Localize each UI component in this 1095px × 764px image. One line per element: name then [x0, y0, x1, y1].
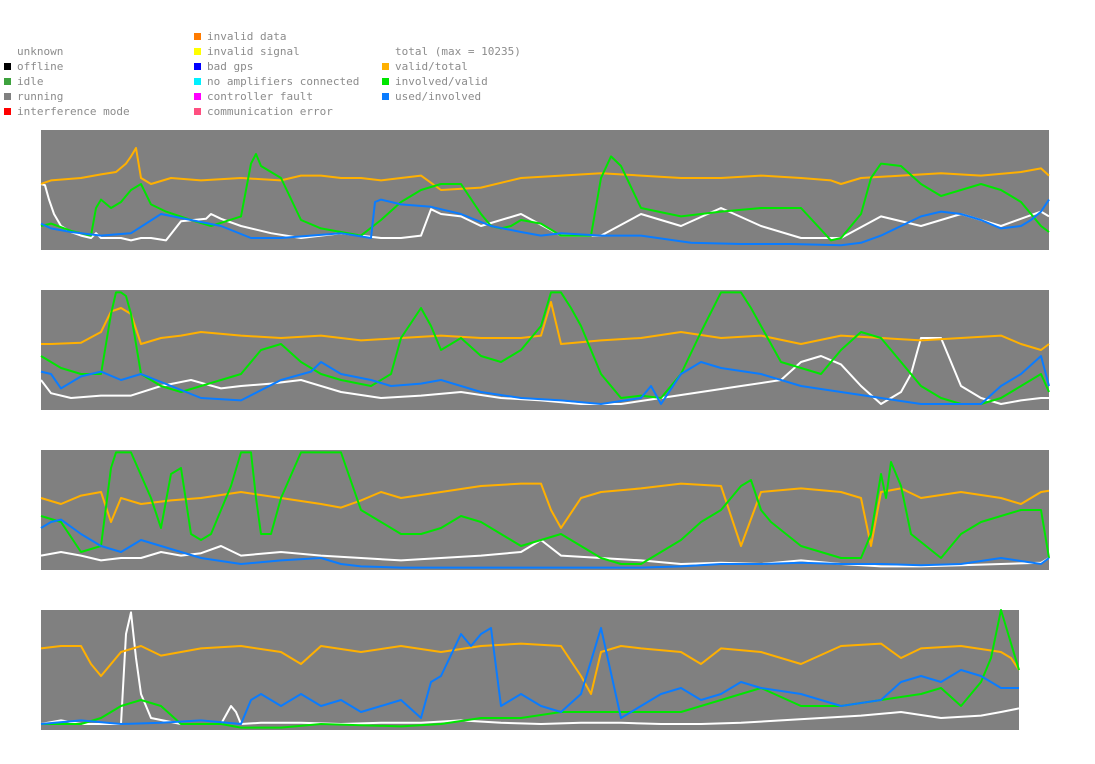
legend-label: used/involved: [395, 90, 482, 103]
chart-panel-1: [40, 130, 1050, 250]
chart-background: [41, 450, 1049, 570]
legend-swatch: [194, 48, 201, 55]
legend-swatch: [4, 63, 11, 70]
legend-label: no amplifiers connected: [207, 75, 360, 88]
chart-background: [41, 130, 1049, 250]
legend-label: bad gps: [207, 60, 254, 73]
legend-label: involved/valid: [395, 75, 488, 88]
legend-label: invalid signal: [207, 45, 300, 58]
legend-label: total (max = 10235): [395, 45, 521, 58]
series-line-involved-valid: [40, 291, 1050, 405]
legend-swatch: [194, 93, 201, 100]
legend-swatch: [382, 93, 389, 100]
legend-swatch: [194, 63, 201, 70]
legend-swatch: [382, 78, 389, 85]
series-line-valid-total: [40, 147, 1050, 191]
series-line-valid-total: [41, 301, 1050, 351]
series-line-used-involved: [40, 198, 1050, 247]
legend-swatch: [382, 63, 389, 70]
chart-background: [41, 610, 1019, 730]
chart-background: [41, 290, 1049, 410]
legend-swatch: [4, 78, 11, 85]
chart-panel-4: [40, 609, 1020, 730]
legend-label: controller fault: [207, 90, 313, 103]
series-line-used-involved: [40, 355, 1050, 405]
legend-swatch: [194, 33, 201, 40]
legend-swatch: [4, 108, 11, 115]
legend-swatch: [194, 108, 201, 115]
series-line-involved-valid: [40, 153, 1050, 242]
series-line-total: [40, 337, 1049, 405]
series-line-valid-total: [40, 642, 1020, 695]
legend-swatch: [194, 78, 201, 85]
legend-label: communication error: [207, 105, 333, 118]
legend-swatch: [4, 93, 11, 100]
legend-label: interference mode: [17, 105, 130, 118]
legend-label: invalid data: [207, 30, 287, 43]
legend-swatch: [382, 48, 389, 55]
legend-label: offline: [17, 60, 64, 73]
chart-panel-2: [40, 290, 1050, 410]
legend-label: unknown: [17, 45, 64, 58]
series-line-involved-valid: [40, 451, 1050, 565]
series-line-used-involved: [40, 518, 1050, 569]
legend-label: idle: [17, 75, 44, 88]
chart-panel-3: [40, 450, 1050, 570]
legend-label: running: [17, 90, 64, 103]
series-line-total: [40, 539, 1050, 568]
legend-label: valid/total: [395, 60, 468, 73]
series-line-used-involved: [40, 627, 1019, 725]
